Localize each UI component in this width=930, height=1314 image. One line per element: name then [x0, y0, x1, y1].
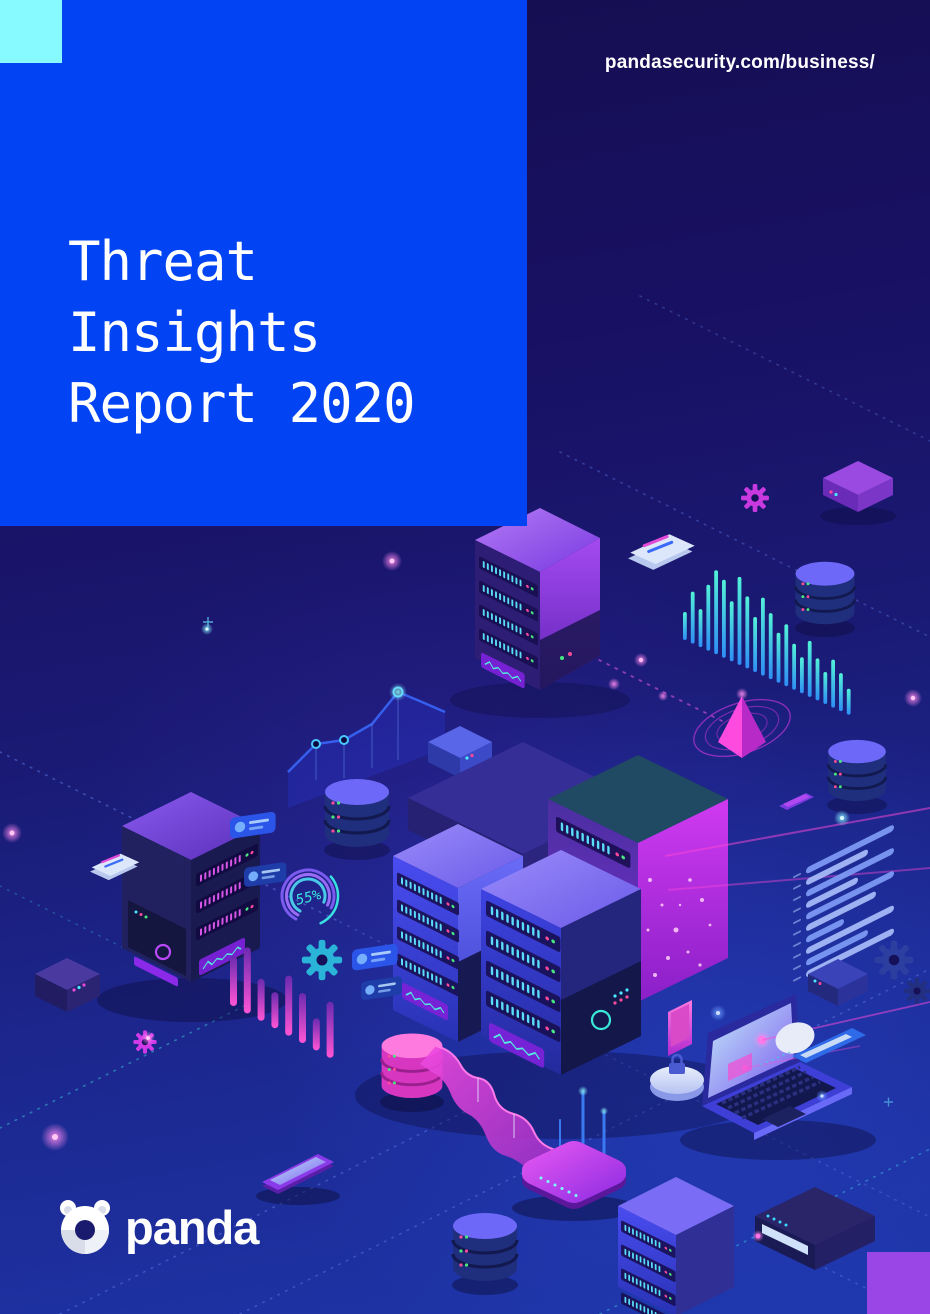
appliance-box-bottom-right	[752, 1187, 875, 1270]
donut-label: 55%	[294, 887, 323, 909]
laptop	[680, 994, 930, 1160]
title-line-1: Threat	[68, 230, 258, 293]
database-cylinder-blue	[323, 777, 391, 860]
smartphone-pink	[668, 1000, 692, 1056]
panda-wordmark: panda	[125, 1200, 259, 1254]
chat-bubble	[352, 943, 398, 971]
server-tower-bottom	[618, 1177, 734, 1314]
id-card	[757, 1022, 866, 1067]
database-cylinder-blue	[794, 560, 856, 637]
panda-logo-icon	[60, 1200, 110, 1254]
purple-accent-square	[867, 1252, 930, 1314]
particles	[646, 878, 712, 977]
mini-server-box-purple	[820, 461, 896, 525]
database-cylinder-blue	[826, 738, 888, 814]
website-url: pandasecurity.com/business/	[604, 52, 875, 73]
documents-icon	[626, 532, 697, 572]
gear-icon	[301, 939, 343, 981]
page-title: Threat Insights Report 2020	[68, 226, 416, 439]
bar-chart-cyan	[683, 570, 851, 715]
server-tower-top	[450, 508, 630, 718]
glow-dots	[2, 551, 922, 1151]
wifi-router	[512, 1086, 636, 1221]
panda-logo: panda	[54, 1198, 259, 1256]
mini-server-box-dark	[35, 958, 100, 1012]
database-cylinder-blue	[451, 1211, 519, 1295]
gear-icon	[903, 977, 930, 1005]
title-panel: Threat Insights Report 2020	[0, 0, 527, 526]
server-tower-front-right	[481, 850, 665, 1075]
gear-icon	[741, 484, 769, 512]
server-cluster-center	[355, 653, 930, 1139]
smartphone-bottom	[256, 1154, 340, 1205]
title-line-3: Report 2020	[68, 372, 416, 435]
cyan-accent-square	[0, 0, 62, 63]
line-chart-blue	[287, 683, 446, 808]
title-line-2: Insights	[68, 301, 321, 364]
radar-prism	[693, 688, 791, 758]
gear-icon	[874, 940, 914, 980]
database-cylinder-magenta	[380, 1032, 444, 1112]
security-pod-lock	[650, 1053, 704, 1101]
server-tower-left	[97, 792, 287, 1022]
mini-server-box-blue	[808, 959, 868, 1006]
bar-chart-magenta	[230, 947, 334, 1058]
donut-chart-55: 55%	[276, 864, 340, 928]
smartphone-small	[779, 793, 814, 810]
